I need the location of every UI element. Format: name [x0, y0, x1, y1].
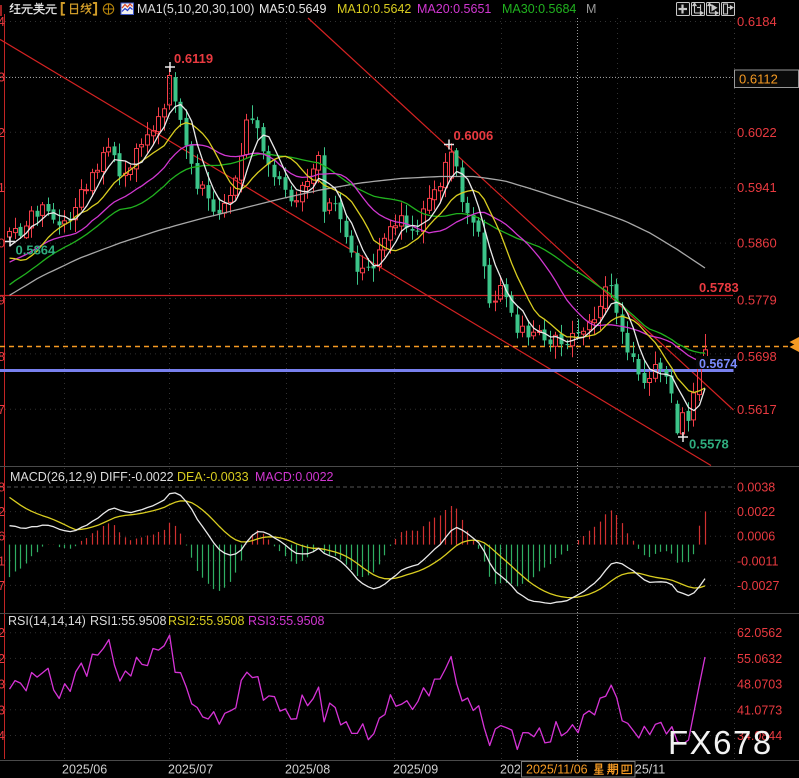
svg-text:55.0632: 55.0632 — [737, 652, 782, 666]
svg-text:RSI1:55.9508: RSI1:55.9508 — [90, 614, 166, 628]
svg-text:0.0006: 0.0006 — [0, 530, 5, 544]
svg-text:MACD:0.0022: MACD:0.0022 — [255, 470, 334, 484]
svg-text:MACD(26,12,9): MACD(26,12,9) — [10, 470, 97, 484]
svg-text:0.5617: 0.5617 — [0, 402, 5, 417]
svg-text:0.5698: 0.5698 — [737, 349, 777, 364]
svg-text:62.0562: 62.0562 — [737, 626, 782, 640]
svg-text:48.0703: 48.0703 — [0, 678, 5, 692]
svg-text:2025/07: 2025/07 — [168, 763, 213, 777]
svg-text:0.5617: 0.5617 — [737, 402, 777, 417]
svg-text:62.0562: 62.0562 — [0, 626, 5, 640]
svg-text:FX678: FX678 — [668, 724, 773, 761]
svg-text:0.6112: 0.6112 — [739, 72, 778, 87]
svg-text:2025/09: 2025/09 — [393, 763, 438, 777]
svg-text:2025/08: 2025/08 — [285, 763, 330, 777]
svg-text:2025/11/06: 2025/11/06 — [526, 763, 588, 777]
svg-text:-0.0011: -0.0011 — [737, 554, 779, 568]
svg-text:55.0632: 55.0632 — [0, 652, 5, 666]
svg-text:0.5941: 0.5941 — [737, 180, 777, 195]
svg-text:0.6022: 0.6022 — [737, 125, 777, 140]
svg-text:0.0022: 0.0022 — [737, 505, 775, 519]
svg-text:0.5578: 0.5578 — [689, 437, 729, 452]
svg-text:2025/06: 2025/06 — [62, 763, 107, 777]
svg-text:0.6184: 0.6184 — [0, 14, 5, 29]
svg-text:41.0773: 41.0773 — [0, 703, 5, 717]
svg-text:0.5860: 0.5860 — [737, 236, 777, 251]
svg-text:-0.0011: -0.0011 — [0, 554, 5, 568]
svg-text:0.5941: 0.5941 — [0, 180, 5, 195]
svg-text:0.0022: 0.0022 — [0, 505, 5, 519]
svg-text:DEA:-0.0033: DEA:-0.0033 — [177, 470, 249, 484]
svg-text:48.0703: 48.0703 — [737, 678, 782, 692]
svg-text:0.6184: 0.6184 — [737, 14, 777, 29]
svg-text:-0.0027: -0.0027 — [0, 579, 5, 593]
svg-text:41.0773: 41.0773 — [737, 703, 782, 717]
svg-text:0.0038: 0.0038 — [0, 481, 5, 495]
svg-text:RSI3:55.9508: RSI3:55.9508 — [248, 614, 324, 628]
svg-text:0.6119: 0.6119 — [174, 51, 213, 66]
svg-text:0.6006: 0.6006 — [454, 128, 494, 143]
svg-text:0.5860: 0.5860 — [0, 236, 5, 251]
svg-text:0.6103: 0.6103 — [0, 69, 5, 84]
svg-text:RSI2:55.9508: RSI2:55.9508 — [168, 614, 244, 628]
svg-text:0.6022: 0.6022 — [0, 125, 5, 140]
svg-text:34.0844: 34.0844 — [737, 729, 782, 743]
svg-text:0.5674: 0.5674 — [699, 357, 737, 371]
svg-text:34.0844: 34.0844 — [0, 729, 5, 743]
svg-text:0.5864: 0.5864 — [16, 243, 57, 258]
svg-text:DIFF:-0.0022: DIFF:-0.0022 — [100, 470, 174, 484]
svg-text:0.5698: 0.5698 — [0, 349, 5, 364]
svg-text:-0.0027: -0.0027 — [737, 579, 779, 593]
svg-text:0.0006: 0.0006 — [737, 530, 775, 544]
svg-text:0.5779: 0.5779 — [0, 293, 5, 308]
svg-text:RSI(14,14,14): RSI(14,14,14) — [8, 614, 86, 628]
svg-text:0.5783: 0.5783 — [699, 280, 739, 295]
svg-text:0.5779: 0.5779 — [737, 293, 777, 308]
svg-text:0.0038: 0.0038 — [737, 481, 775, 495]
